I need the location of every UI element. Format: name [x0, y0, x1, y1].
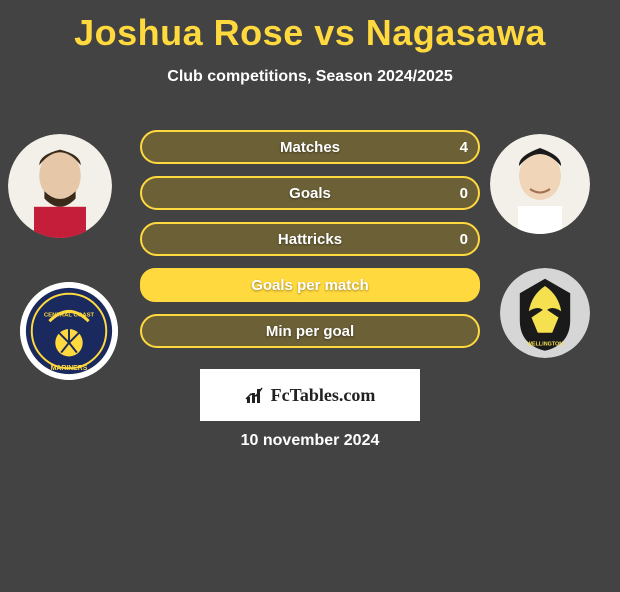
stat-label: Goals [140, 176, 480, 210]
stat-row: 4Matches [140, 130, 480, 164]
stat-label: Goals per match [140, 268, 480, 302]
fctables-link[interactable]: FcTables.com [200, 369, 420, 421]
player-right-avatar [490, 134, 590, 234]
player-left-avatar [8, 134, 112, 238]
svg-text:MARINERS: MARINERS [51, 365, 88, 372]
stat-row: Min per goal [140, 314, 480, 348]
svg-text:CENTRAL COAST: CENTRAL COAST [44, 312, 95, 318]
date-text: 10 november 2024 [0, 432, 620, 450]
page-subtitle: Club competitions, Season 2024/2025 [0, 68, 620, 86]
chart-icon [245, 385, 265, 405]
club-left-logo: CENTRAL COAST MARINERS [20, 282, 118, 380]
stat-label: Matches [140, 130, 480, 164]
svg-text:WELLINGTON: WELLINGTON [527, 341, 563, 347]
stat-row: 0Goals [140, 176, 480, 210]
stat-label: Hattricks [140, 222, 480, 256]
page-title: Joshua Rose vs Nagasawa [0, 12, 620, 54]
stat-label: Min per goal [140, 314, 480, 348]
stat-row: 0Hattricks [140, 222, 480, 256]
fctables-text: FcTables.com [271, 385, 376, 406]
stat-row: Goals per match [140, 268, 480, 302]
stats-container: 4Matches 0Goals 0Hattricks Goals per match M… [140, 130, 480, 360]
club-right-logo: WELLINGTON [500, 268, 590, 358]
